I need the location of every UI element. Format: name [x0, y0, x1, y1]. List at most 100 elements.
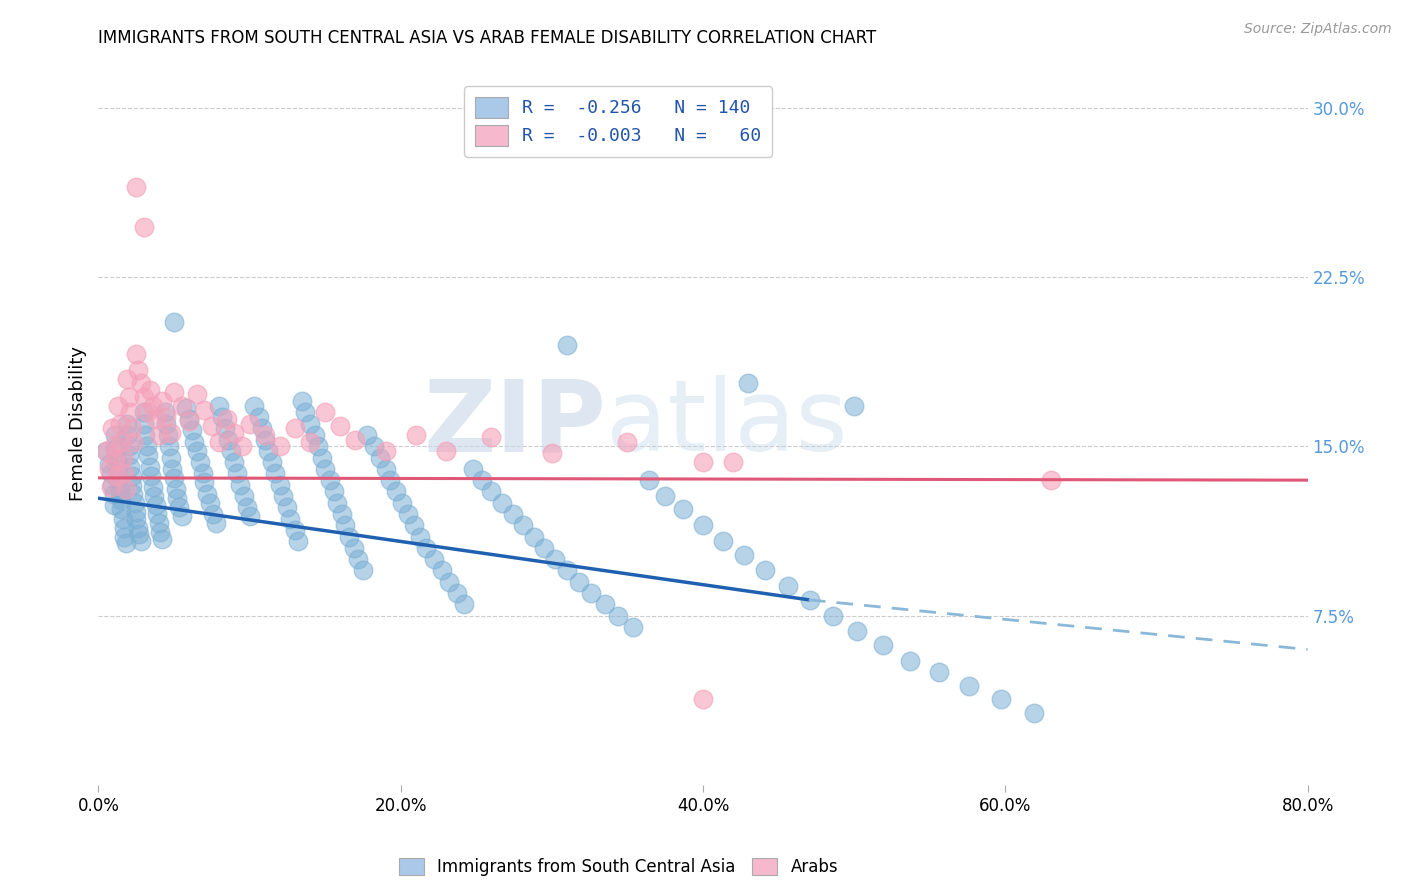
Point	[568, 574, 591, 589]
Point	[294, 405, 316, 419]
Point	[103, 486, 125, 500]
Point	[405, 428, 427, 442]
Point	[167, 500, 190, 515]
Point	[330, 507, 353, 521]
Point	[579, 586, 602, 600]
Point	[481, 484, 503, 499]
Point	[208, 399, 231, 413]
Point	[101, 477, 124, 491]
Point	[264, 467, 287, 481]
Point	[253, 433, 276, 447]
Point	[276, 500, 298, 515]
Point	[368, 450, 391, 465]
Point	[512, 518, 534, 533]
Point	[115, 428, 138, 442]
Point	[333, 518, 356, 533]
Point	[224, 455, 246, 469]
Point	[215, 412, 238, 426]
Point	[159, 439, 181, 453]
Point	[430, 564, 453, 578]
Point	[463, 462, 485, 476]
Point	[136, 448, 159, 462]
Text: Source: ZipAtlas.com: Source: ZipAtlas.com	[1244, 22, 1392, 37]
Point	[101, 421, 124, 435]
Point	[134, 428, 156, 442]
Point	[446, 586, 468, 600]
Point	[616, 434, 638, 449]
Point	[217, 433, 239, 447]
Point	[226, 467, 249, 481]
Point	[98, 462, 121, 476]
Point	[337, 530, 360, 544]
Point	[287, 534, 309, 549]
Point	[128, 527, 150, 541]
Point	[692, 455, 714, 469]
Point	[471, 473, 494, 487]
Point	[100, 480, 122, 494]
Point	[125, 505, 148, 519]
Point	[112, 467, 135, 481]
Point	[142, 399, 165, 413]
Point	[307, 439, 329, 453]
Point	[146, 507, 169, 521]
Point	[898, 654, 921, 668]
Point	[329, 419, 352, 434]
Point	[200, 496, 222, 510]
Point	[326, 496, 349, 510]
Point	[378, 473, 401, 487]
Point	[363, 439, 385, 453]
Point	[343, 541, 366, 555]
Point	[132, 417, 155, 431]
Point	[391, 496, 413, 510]
Point	[453, 598, 475, 612]
Point	[672, 502, 695, 516]
Point	[139, 383, 162, 397]
Point	[125, 179, 148, 194]
Point	[111, 511, 134, 525]
Text: ZIP: ZIP	[423, 376, 606, 472]
Point	[118, 448, 141, 462]
Point	[776, 579, 799, 593]
Point	[110, 493, 132, 508]
Point	[256, 443, 278, 458]
Point	[118, 390, 141, 404]
Point	[155, 417, 177, 431]
Point	[127, 520, 149, 534]
Point	[385, 484, 408, 499]
Point	[229, 477, 252, 491]
Point	[404, 518, 426, 533]
Point	[105, 453, 128, 467]
Point	[235, 500, 257, 515]
Point	[205, 516, 228, 530]
Point	[299, 417, 322, 431]
Point	[129, 376, 152, 390]
Point	[347, 552, 370, 566]
Point	[145, 412, 167, 426]
Point	[166, 491, 188, 506]
Point	[284, 421, 307, 435]
Point	[163, 471, 186, 485]
Point	[555, 564, 578, 578]
Point	[179, 412, 201, 426]
Point	[239, 509, 262, 524]
Point	[437, 574, 460, 589]
Point	[108, 417, 131, 431]
Point	[135, 405, 157, 419]
Point	[186, 443, 208, 458]
Point	[211, 409, 233, 424]
Point	[122, 486, 145, 500]
Point	[262, 455, 284, 469]
Point	[111, 450, 134, 465]
Point	[124, 496, 146, 510]
Point	[271, 489, 294, 503]
Point	[409, 530, 432, 544]
Point	[733, 548, 755, 562]
Point	[132, 405, 155, 419]
Point	[692, 692, 714, 706]
Point	[193, 403, 215, 417]
Point	[148, 428, 170, 442]
Point	[314, 462, 336, 476]
Point	[107, 399, 129, 413]
Y-axis label: Female Disability: Female Disability	[69, 346, 87, 501]
Point	[104, 453, 127, 467]
